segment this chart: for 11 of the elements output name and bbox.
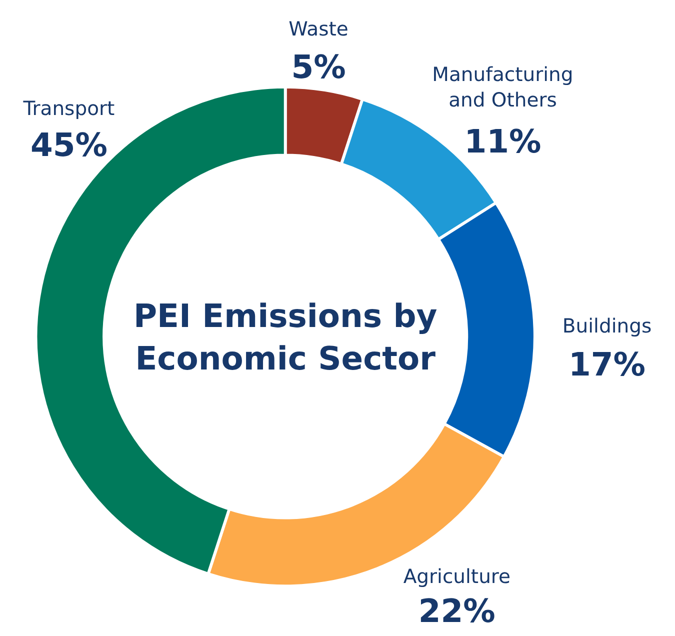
data-label: 11% [464, 122, 542, 160]
data-label: 22% [418, 592, 496, 630]
data-label: 5% [291, 48, 346, 86]
text: PEI Emissions by Economic Sector [133, 296, 438, 378]
data-label: 45% [30, 126, 108, 164]
slice-label: Agriculture [403, 565, 510, 588]
slice-label: Manufacturing and Others [432, 63, 574, 112]
slice-label: Waste [288, 17, 348, 40]
data-label: 17% [568, 346, 646, 384]
slice-label: Buildings [562, 314, 652, 338]
slice-label: Transport [22, 97, 115, 120]
